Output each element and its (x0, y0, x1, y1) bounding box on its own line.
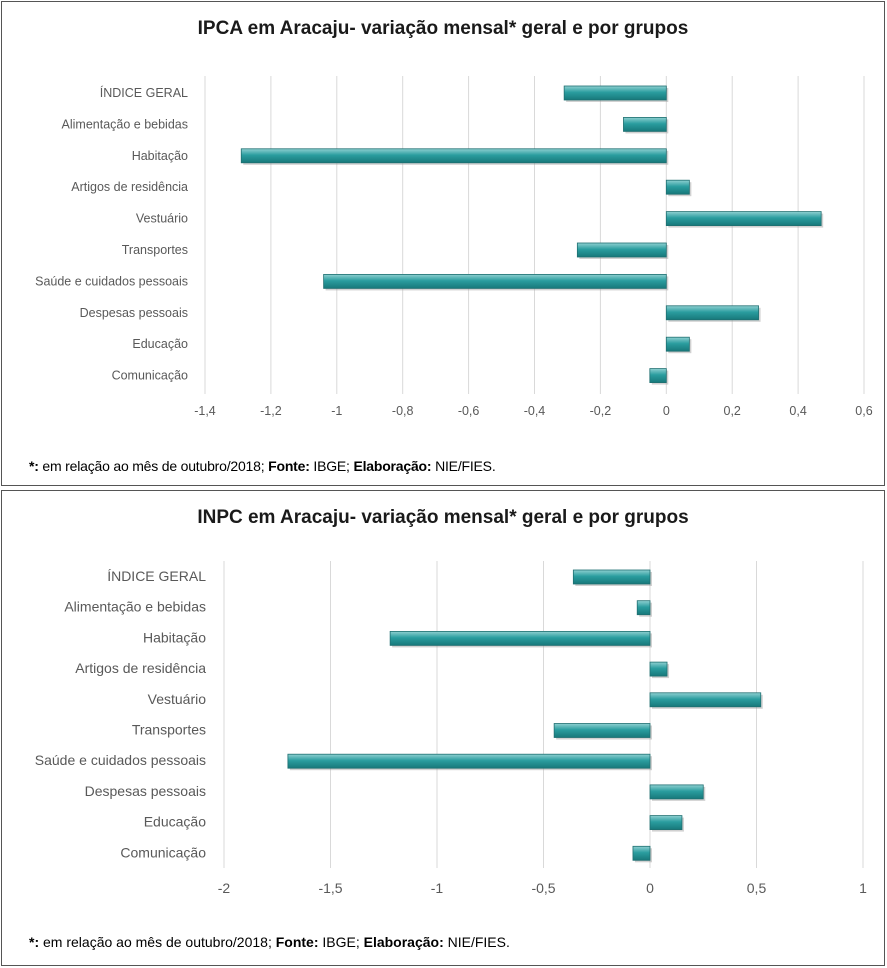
footnote-marker: *: (29, 458, 39, 474)
x-tick-label: -0,4 (524, 404, 546, 418)
footnote-source-label: Fonte: (275, 934, 319, 950)
footnote-source: IBGE; (318, 934, 364, 950)
x-tick-label: 0,2 (724, 404, 741, 418)
category-label: Artigos de residência (71, 180, 188, 194)
x-tick-label: -1 (431, 880, 444, 896)
x-tick-label: -0,6 (458, 404, 480, 418)
bar-educa-o (665, 336, 690, 352)
x-tick-label: -0,8 (392, 404, 414, 418)
category-label: ÍNDICE GERAL (100, 85, 188, 100)
bar-alimenta-o-e-bebidas (623, 117, 667, 132)
chart-title: IPCA em Aracaju- variação mensal* geral … (197, 18, 689, 39)
x-tick-label: -0,2 (590, 404, 612, 418)
footnote-elab-label: Elaboração: (353, 458, 432, 474)
category-label: Despesas pessoais (85, 783, 206, 799)
bar-comunica-o (649, 368, 667, 384)
footnote-elab: NIE/FIES. (443, 934, 510, 950)
x-tick-label: -1,5 (318, 880, 342, 896)
bar-educa-o (649, 815, 683, 831)
bar-vestu-rio (665, 211, 822, 227)
x-tick-label: 0 (646, 880, 654, 896)
bar-alimenta-o-e-bebidas (636, 600, 651, 616)
category-label: Artigos de residência (75, 660, 206, 676)
footnote: *: em relação ao mês de outubro/2018; Fo… (29, 458, 496, 474)
ipca-chart-panel: IPCA em Aracaju- variação mensal* geral … (1, 1, 885, 486)
inpc-chart: -2 -1,5 -1 -0,5 0 0,5 1 ÍNDICE GERAL Alimentação… (35, 561, 867, 896)
category-label: Habitação (143, 629, 206, 645)
footnote-text: em relação ao mês de outubro/2018; (39, 934, 276, 950)
bar-habita-o (389, 630, 651, 646)
bar-transportes (576, 242, 667, 258)
category-label: Despesas pessoais (80, 306, 188, 320)
category-label: Transportes (122, 243, 188, 257)
footnote-source-label: Fonte: (268, 458, 310, 474)
bar-artigos-de-resid-ncia (649, 661, 668, 677)
x-tick-label: 0,4 (789, 404, 806, 418)
footnote-marker: *: (29, 934, 40, 950)
bar-sa-de-e-cuidados-pessoais (323, 273, 667, 289)
category-label: ÍNDICE GERAL (107, 568, 206, 584)
x-tick-label: -1,4 (194, 404, 216, 418)
ipca-chart: -1,4 -1,2 -1 -0,8 -0,6 -0,4 -0,2 0 0,2 0,4 0,6 ÍNDI… (35, 76, 873, 418)
bar--ndice-geral (563, 85, 667, 101)
category-label: Comunicação (120, 844, 206, 860)
footnote-source: IBGE; (309, 458, 354, 474)
bar-vestu-rio (649, 692, 762, 708)
category-label: Comunicação (112, 369, 188, 383)
x-tick-label: 0,5 (747, 880, 767, 896)
footnote-text: em relação ao mês de outubro/2018; (38, 458, 269, 474)
x-tick-label: -1 (331, 404, 342, 418)
bar-comunica-o (632, 845, 651, 861)
bar--ndice-geral (572, 569, 651, 585)
category-label: Vestuário (136, 212, 188, 226)
category-label: Habitação (132, 149, 188, 163)
bar-artigos-de-resid-ncia (665, 179, 690, 195)
category-label: Alimentação e bebidas (62, 117, 188, 131)
bar-despesas-pessoais (649, 784, 704, 800)
inpc-chart-panel: INPC em Aracaju- variação mensal* geral … (1, 490, 885, 966)
footnote-elab-label: Elaboração: (363, 934, 444, 950)
category-label: Saúde e cuidados pessoais (35, 752, 206, 768)
bar-sa-de-e-cuidados-pessoais (287, 753, 651, 769)
category-label: Transportes (132, 722, 206, 738)
category-label: Educação (144, 814, 206, 830)
category-label: Educação (132, 337, 188, 351)
footnote-elab: NIE/FIES. (431, 458, 496, 474)
x-tick-label: -1,2 (260, 404, 282, 418)
x-tick-label: 1 (859, 880, 867, 896)
x-tick-label: 0 (663, 404, 670, 418)
category-label: Vestuário (148, 691, 207, 707)
footnote: *: em relação ao mês de outubro/2018; Fo… (29, 934, 510, 950)
x-tick-label: 0,6 (855, 404, 872, 418)
x-tick-label: -0,5 (531, 880, 555, 896)
bar-despesas-pessoais (665, 305, 759, 321)
bar-habita-o (240, 148, 667, 164)
x-tick-label: -2 (218, 880, 231, 896)
category-label: Saúde e cuidados pessoais (35, 274, 188, 288)
category-label: Alimentação e bebidas (64, 599, 206, 615)
bar-transportes (553, 723, 651, 738)
chart-title: INPC em Aracaju- variação mensal* geral … (197, 507, 689, 528)
